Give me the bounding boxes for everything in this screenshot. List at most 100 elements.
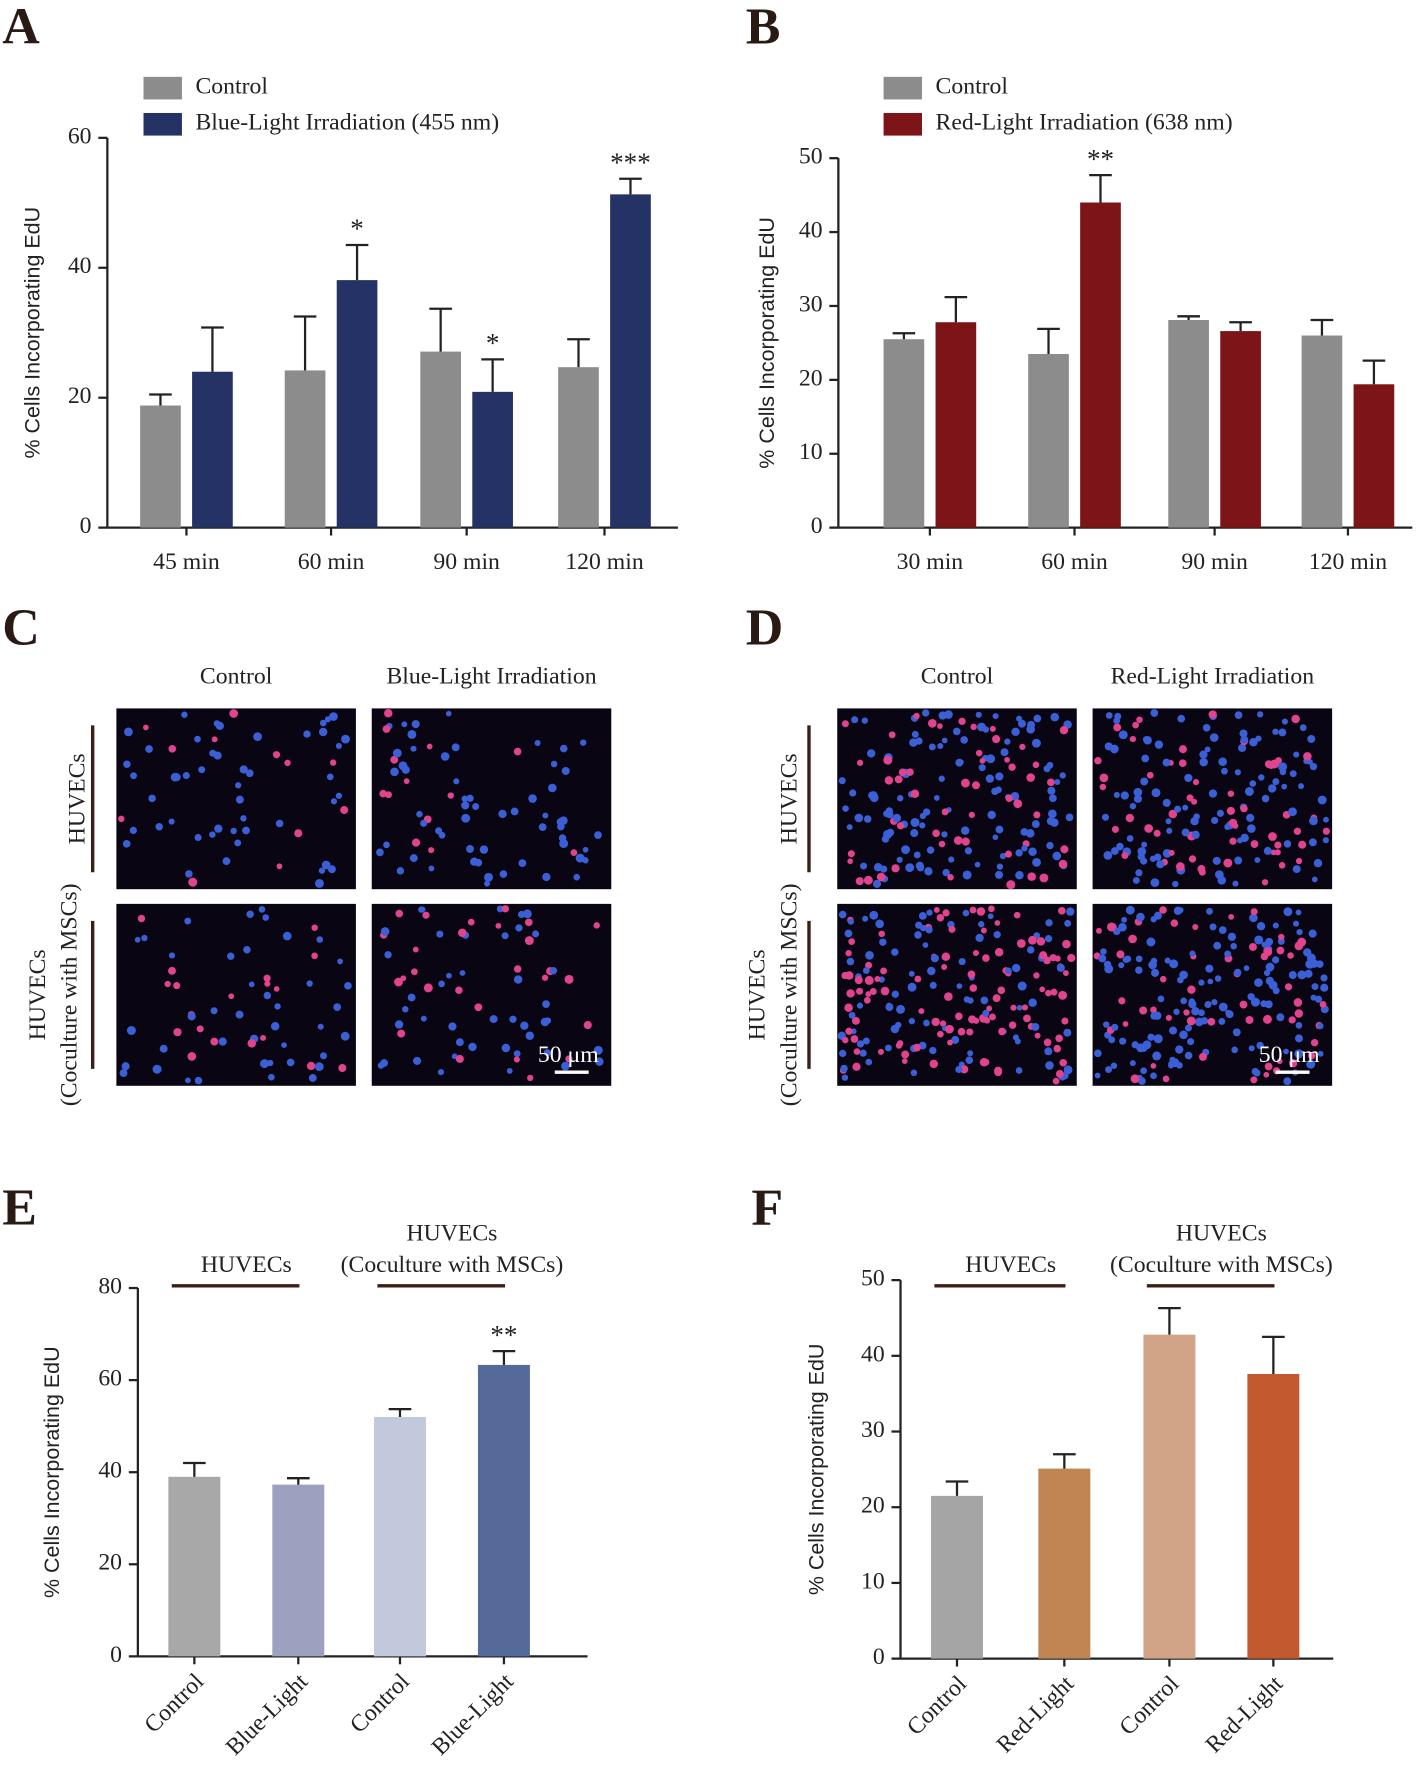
nucleus — [570, 849, 578, 857]
nucleus — [1124, 955, 1132, 963]
nucleus — [407, 730, 417, 739]
panel-label: A — [2, 0, 40, 56]
nucleus — [1011, 963, 1021, 973]
nucleus — [851, 1016, 860, 1025]
nucleus — [1294, 1049, 1304, 1059]
nucleus — [1136, 716, 1143, 723]
nucleus — [941, 737, 948, 744]
nucleus — [1309, 959, 1319, 968]
nucleus — [1314, 995, 1323, 1003]
nucleus — [550, 760, 558, 768]
nucleus — [873, 863, 883, 872]
bar — [373, 1416, 426, 1657]
nucleus — [1278, 762, 1288, 772]
nucleus — [1298, 840, 1307, 849]
nucleus — [1034, 1032, 1041, 1039]
nucleus — [924, 867, 933, 876]
nucleus — [281, 1042, 287, 1048]
x-tick-label: 30 min — [897, 549, 964, 575]
nucleus — [1139, 1006, 1148, 1015]
nucleus — [446, 972, 452, 979]
nucleus — [496, 905, 504, 913]
nucleus — [184, 917, 192, 925]
nucleus — [380, 927, 390, 936]
nucleus — [1000, 748, 1009, 757]
nucleus — [1059, 726, 1069, 735]
nucleus — [892, 813, 902, 823]
nucleus — [403, 778, 410, 785]
nucleus — [962, 870, 972, 880]
nucleus — [340, 806, 349, 814]
nucleus — [1027, 872, 1036, 881]
nucleus — [955, 1012, 963, 1021]
nucleus — [484, 880, 490, 887]
nucleus — [1289, 770, 1297, 778]
nucleus — [185, 1077, 191, 1084]
nucleus — [383, 841, 390, 849]
nucleus — [916, 863, 925, 872]
nucleus — [850, 1035, 859, 1043]
nucleus — [1061, 1017, 1069, 1025]
x-tick-label: Control — [1115, 1671, 1185, 1741]
bar — [1080, 202, 1121, 528]
nucleus — [1044, 1047, 1053, 1056]
nucleus — [1295, 857, 1303, 865]
nucleus — [1177, 976, 1184, 984]
nucleus — [1150, 1072, 1157, 1080]
nucleus — [428, 865, 435, 872]
nucleus — [983, 1017, 991, 1024]
nucleus — [532, 930, 540, 938]
nucleus — [913, 712, 920, 720]
nucleus — [1297, 937, 1307, 947]
nucleus — [559, 744, 568, 753]
nucleus — [275, 819, 284, 828]
nucleus — [957, 1027, 966, 1036]
nucleus — [928, 743, 936, 751]
nucleus — [594, 831, 602, 839]
y-axis-label: % Cells Incorporating EdU — [805, 1344, 829, 1596]
nucleus — [1310, 1039, 1319, 1047]
nucleus — [1204, 746, 1211, 753]
nucleus — [262, 914, 270, 921]
nucleus — [1308, 929, 1317, 938]
nucleus — [1006, 880, 1016, 890]
nucleus — [1065, 813, 1074, 822]
nucleus — [1293, 751, 1300, 758]
nucleus — [969, 984, 978, 992]
nucleus — [1168, 809, 1178, 819]
nucleus — [879, 938, 887, 946]
nucleus — [1207, 978, 1214, 985]
nucleus — [495, 922, 502, 929]
panel-label: D — [746, 600, 784, 657]
significance: *** — [610, 147, 651, 177]
nucleus — [1104, 742, 1113, 751]
y-tick-label: 50 — [799, 144, 823, 170]
nucleus — [407, 993, 416, 1002]
nucleus — [1228, 914, 1234, 920]
nucleus — [1136, 912, 1145, 922]
nucleus — [214, 824, 223, 833]
nucleus — [1283, 1048, 1289, 1055]
nucleus — [1159, 906, 1167, 914]
row-label: HUVECs — [65, 753, 91, 844]
nucleus — [317, 1023, 324, 1030]
nucleus — [1062, 970, 1069, 976]
nucleus — [960, 826, 970, 835]
nucleus — [1179, 1030, 1188, 1040]
nucleus — [1288, 1016, 1296, 1024]
nucleus — [1178, 745, 1188, 754]
nucleus — [1118, 730, 1128, 740]
nucleus — [420, 1015, 427, 1022]
nucleus — [1103, 850, 1113, 860]
nucleus — [1154, 740, 1164, 749]
row-label: (Coculture with MSCs) — [57, 883, 83, 1106]
nucleus — [1320, 983, 1329, 992]
nucleus — [942, 909, 950, 917]
nucleus — [995, 786, 1002, 794]
nucleus — [119, 1069, 128, 1078]
nucleus — [582, 857, 589, 864]
legend-swatch — [883, 112, 922, 136]
nucleus — [1209, 733, 1219, 742]
nucleus — [235, 782, 242, 789]
nucleus — [1224, 950, 1232, 958]
